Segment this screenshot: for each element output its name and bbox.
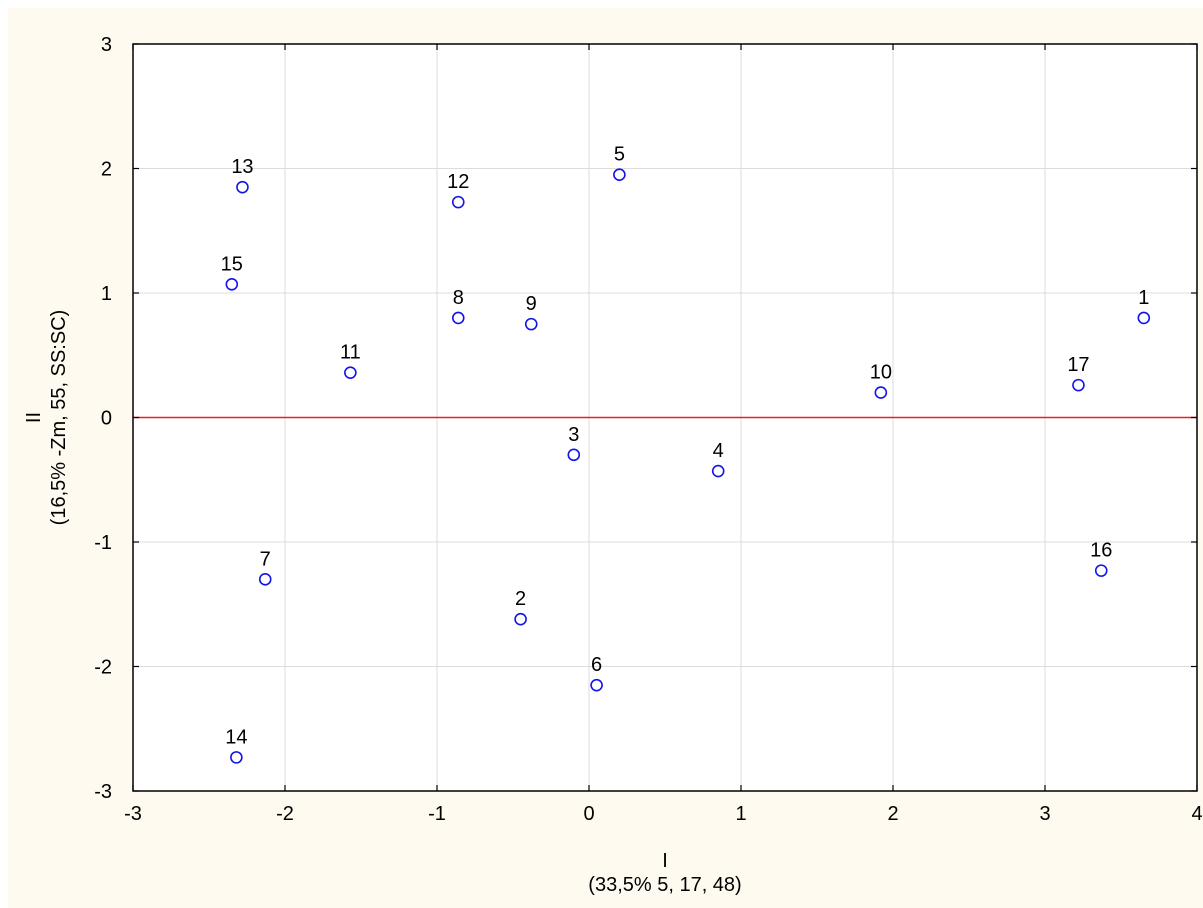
y-tick-label: 3 xyxy=(101,34,112,56)
data-point-marker xyxy=(230,751,243,764)
x-tick-label: 2 xyxy=(887,803,898,825)
y-tick-label: 1 xyxy=(101,283,112,305)
data-point-label: 15 xyxy=(221,253,243,275)
data-point-label: 9 xyxy=(526,293,537,315)
y-tick-label: 0 xyxy=(101,408,112,430)
data-point-label: 1 xyxy=(1138,287,1149,309)
y-tick-label: -2 xyxy=(94,657,112,679)
x-axis-subtitle: (33,5% 5, 17, 48) xyxy=(588,874,741,896)
data-point-label: 13 xyxy=(231,156,253,178)
data-point-marker xyxy=(874,386,888,399)
y-tick-label: -1 xyxy=(94,532,112,554)
data-point-marker xyxy=(1072,378,1085,392)
data-point-label: 12 xyxy=(447,171,469,193)
data-point-marker xyxy=(344,366,357,379)
data-point-label: 7 xyxy=(260,548,271,570)
data-point-label: 16 xyxy=(1090,540,1112,562)
data-point-label: 17 xyxy=(1067,354,1089,376)
x-axis-title: I xyxy=(662,850,668,872)
data-point-marker xyxy=(451,311,465,325)
data-point-label: 10 xyxy=(870,362,892,384)
data-point-label: 8 xyxy=(453,287,464,309)
data-point-marker xyxy=(225,277,239,291)
data-point-marker xyxy=(258,573,272,586)
data-point-marker xyxy=(236,180,249,194)
x-tick-label: 3 xyxy=(1039,803,1050,825)
data-point-label: 11 xyxy=(340,342,361,364)
data-point-label: 6 xyxy=(591,654,602,676)
data-point-marker xyxy=(1094,564,1108,577)
y-tick-label: 2 xyxy=(101,159,112,181)
data-point-label: 5 xyxy=(614,144,625,166)
data-point-marker xyxy=(451,195,465,209)
y-axis-title: II xyxy=(23,412,45,423)
y-axis-subtitle: (16,5% -Zm, 55, SS:SC) xyxy=(48,310,70,526)
data-point-marker xyxy=(613,168,626,182)
data-point-marker xyxy=(524,317,538,331)
data-point-marker xyxy=(590,678,603,692)
x-tick-label: 1 xyxy=(735,803,746,825)
data-point-label: 2 xyxy=(515,588,526,610)
x-tick-label: -3 xyxy=(124,803,142,825)
data-point-marker xyxy=(567,448,581,462)
data-point-label: 3 xyxy=(568,424,579,446)
data-point-marker xyxy=(711,464,725,478)
data-point-marker xyxy=(514,612,527,626)
x-tick-label: 0 xyxy=(583,803,594,825)
x-tick-label: 4 xyxy=(1191,803,1202,825)
x-tick-label: -2 xyxy=(276,803,294,825)
y-tick-label: -3 xyxy=(94,781,112,803)
data-point-label: 14 xyxy=(225,726,247,748)
x-tick-label: -1 xyxy=(428,803,446,825)
data-point-marker xyxy=(1137,311,1151,325)
data-point-label: 4 xyxy=(713,440,724,462)
